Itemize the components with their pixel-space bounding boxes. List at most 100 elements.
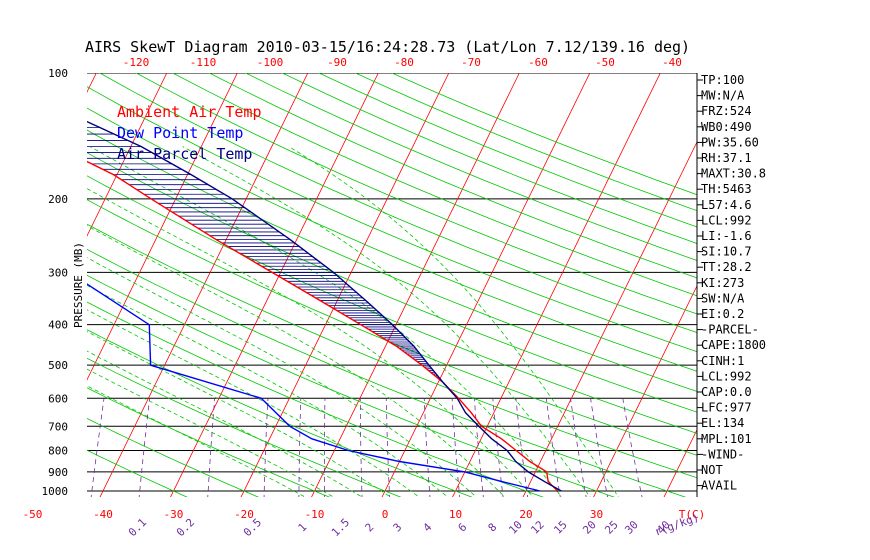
moist-adiabat--2 (87, 350, 363, 497)
mixing-ratio-line (298, 398, 302, 497)
y-axis-label: PRESSURE (MB) (72, 242, 85, 328)
index-label: LFC:977 (701, 401, 752, 415)
index-label: MW:N/A (701, 89, 745, 103)
pressure-tick-label: 400 (48, 319, 68, 332)
index-label: CAP:0.0 (701, 385, 752, 399)
isotherm--40 (99, 73, 309, 497)
pressure-tick-label: 800 (48, 444, 68, 457)
bottom-temp-tick-label: 20 (519, 508, 532, 521)
index-label: WB0:490 (701, 120, 752, 134)
isobar-lines (87, 73, 697, 492)
dry-adiabat-190 (355, 73, 697, 212)
index-label: L57:4.6 (701, 198, 752, 212)
dry-adiabat-80 (87, 152, 697, 413)
index-label: SW:N/A (701, 291, 745, 305)
pressure-tick-label: 900 (48, 466, 68, 479)
mixing-ratio-tick-label: 20 (580, 518, 599, 537)
index-label: -WIND- (701, 447, 744, 461)
sounding-series (87, 120, 562, 492)
cape-hatch-area (87, 127, 558, 490)
dry-adiabat-30 (87, 274, 616, 497)
pressure-tick-label: 1000 (42, 485, 69, 498)
mixing-ratio-tick-label: 2 (363, 521, 377, 535)
pressure-tick-label: 100 (48, 67, 68, 80)
index-label: -PARCEL- (701, 323, 759, 337)
mixing-ratio-line (492, 398, 504, 497)
moist-adiabat-34 (288, 146, 619, 497)
mixing-ratio-tick-label: 1 (296, 521, 310, 535)
dry-adiabat--20 (87, 418, 259, 497)
top-temp-tick-label: -60 (528, 56, 548, 69)
bottom-temp-tick-label: 10 (449, 508, 462, 521)
index-label: AVAIL (701, 479, 737, 493)
legend-item: Air Parcel Temp (117, 145, 252, 163)
pressure-tick-label: 600 (48, 392, 68, 405)
dry-adiabat-50 (87, 223, 697, 479)
mixing-ratio-line (451, 398, 461, 497)
index-label: LI:-1.6 (701, 229, 752, 243)
mixing-ratio-line (359, 398, 363, 497)
bottom-temp-tick-label: -10 (305, 508, 325, 521)
pressure-tick-label: 700 (48, 420, 68, 433)
moist-adiabat-14 (87, 257, 477, 497)
top-temp-tick-label: -50 (595, 56, 615, 69)
mixing-ratio-tick-label: 4 (421, 520, 435, 534)
dry-adiabat-40 (87, 248, 687, 497)
index-label: LCL:992 (701, 213, 752, 227)
moist-adiabat-2 (87, 331, 392, 497)
moist-adiabat-lines (87, 146, 619, 497)
index-label: PW:35.60 (701, 135, 759, 149)
mixing-ratio-line (263, 398, 269, 497)
mixing-ratio-tick-label: 3 (391, 521, 405, 535)
mixing-ratio-line (385, 398, 391, 497)
dry-adiabat-150 (209, 73, 697, 279)
mixing-ratio-line (570, 398, 587, 497)
bottom-temp-tick-label: -50 (23, 508, 43, 521)
mixing-ratio-tick-label: 15 (551, 518, 570, 537)
top-temp-tick-label: -100 (257, 56, 284, 69)
mixing-ratio-tick-label: 8 (486, 521, 500, 535)
bottom-temp-tick-label: 30 (590, 508, 603, 521)
x-axis-unit-label: T(C) (679, 508, 706, 521)
parcel-temp-line (87, 120, 562, 492)
dry-adiabat-120 (99, 73, 697, 333)
index-label: TT:28.2 (701, 260, 752, 274)
isotherm-10 (452, 73, 661, 497)
mixing-ratio-tick-label: 10 (506, 518, 525, 537)
mixing-ratio-line (473, 398, 484, 497)
mixing-ratio-tick-label: 0.1 (126, 516, 149, 539)
dry-adiabat-130 (136, 73, 697, 315)
mixing-ratio-tick-label: 12 (528, 518, 547, 537)
mixing-ratio-line (90, 398, 105, 497)
dry-adiabat-160 (245, 73, 697, 261)
pressure-tick-label: 200 (48, 193, 68, 206)
pressure-tick-label: 300 (48, 266, 68, 279)
top-temp-tick-label: -110 (190, 56, 217, 69)
mixing-ratio-line (590, 398, 608, 497)
index-label: MAXT:30.8 (701, 167, 766, 181)
index-label: EI:0.2 (701, 307, 744, 321)
moist-adiabat-18 (87, 225, 506, 497)
dry-adiabat-10 (87, 329, 473, 497)
dry-adiabat-20 (87, 301, 544, 497)
mixing-ratio-lines (90, 398, 643, 497)
pressure-tick-label: 500 (48, 359, 68, 372)
index-label: SI:10.7 (701, 245, 752, 259)
legend-item: Ambient Air Temp (117, 103, 262, 121)
mixing-ratio-tick-label: 1.5 (329, 516, 352, 539)
dry-adiabat-60 (87, 199, 697, 456)
bottom-temp-tick-label: 0 (382, 508, 389, 521)
index-label: FRZ:524 (701, 104, 752, 118)
top-temp-tick-label: -40 (662, 56, 682, 69)
mixing-ratio-tick-label: 30 (622, 518, 641, 537)
index-label: KI:273 (701, 276, 744, 290)
mixing-ratio-tick-label: 25 (602, 518, 621, 537)
moist-adiabat--10 (87, 385, 306, 497)
mixing-ratio-line (423, 398, 431, 497)
dry-adiabat-140 (172, 73, 697, 297)
index-label: CINH:1 (701, 354, 744, 368)
index-label: LCL:992 (701, 369, 752, 383)
mixing-ratio-unit-label: r(g/kg) (653, 511, 701, 539)
